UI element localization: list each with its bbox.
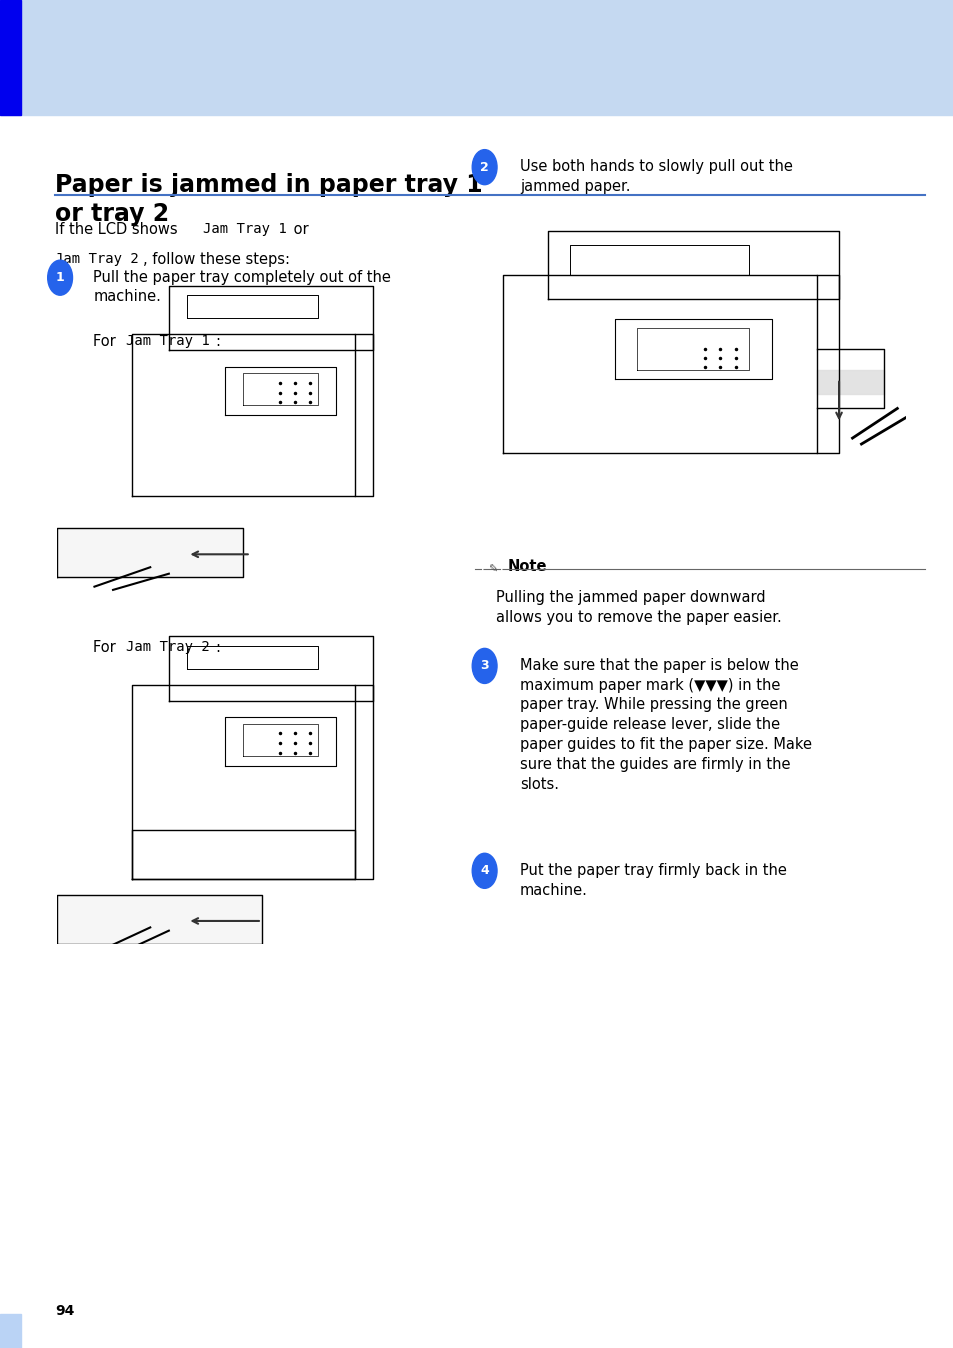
Text: 4: 4: [479, 864, 489, 878]
Circle shape: [472, 150, 497, 185]
Text: ✎: ✎: [487, 565, 497, 576]
Text: :: :: [215, 640, 220, 655]
Bar: [0, 0, 953, 115]
Text: :: :: [215, 334, 220, 349]
Text: For: For: [93, 640, 121, 655]
Text: Put the paper tray firmly back in the
machine.: Put the paper tray firmly back in the ma…: [519, 863, 786, 898]
Text: If the LCD shows: If the LCD shows: [55, 222, 182, 237]
Text: 1: 1: [55, 271, 65, 284]
Text: Paper is jammed in paper tray 1
or tray 2: Paper is jammed in paper tray 1 or tray …: [55, 173, 482, 226]
Polygon shape: [57, 528, 243, 577]
Bar: [0, 1314, 21, 1348]
Text: Jam Tray 2: Jam Tray 2: [126, 640, 210, 654]
Text: Jam Tray 1: Jam Tray 1: [203, 222, 287, 236]
Text: Jam Tray 1: Jam Tray 1: [126, 334, 210, 348]
Text: Note: Note: [507, 559, 546, 574]
Text: , follow these steps:: , follow these steps:: [143, 252, 290, 267]
Text: Use both hands to slowly pull out the
jammed paper.: Use both hands to slowly pull out the ja…: [519, 159, 792, 194]
Circle shape: [472, 648, 497, 683]
Bar: [0, 0, 21, 115]
Text: 94: 94: [55, 1305, 74, 1318]
Circle shape: [472, 853, 497, 888]
Polygon shape: [57, 895, 261, 944]
Text: Make sure that the paper is below the
maximum paper mark (▼▼▼) in the
paper tray: Make sure that the paper is below the ma…: [519, 658, 811, 791]
Text: Jam Tray 2: Jam Tray 2: [55, 252, 139, 266]
Polygon shape: [816, 369, 882, 394]
Text: 2: 2: [479, 160, 489, 174]
Circle shape: [48, 260, 72, 295]
Text: or: or: [289, 222, 309, 237]
Text: Pulling the jammed paper downward
allows you to remove the paper easier.: Pulling the jammed paper downward allows…: [496, 590, 781, 625]
Text: For: For: [93, 334, 121, 349]
Text: 3: 3: [479, 659, 489, 673]
Text: Pull the paper tray completely out of the
machine.: Pull the paper tray completely out of th…: [93, 270, 391, 305]
